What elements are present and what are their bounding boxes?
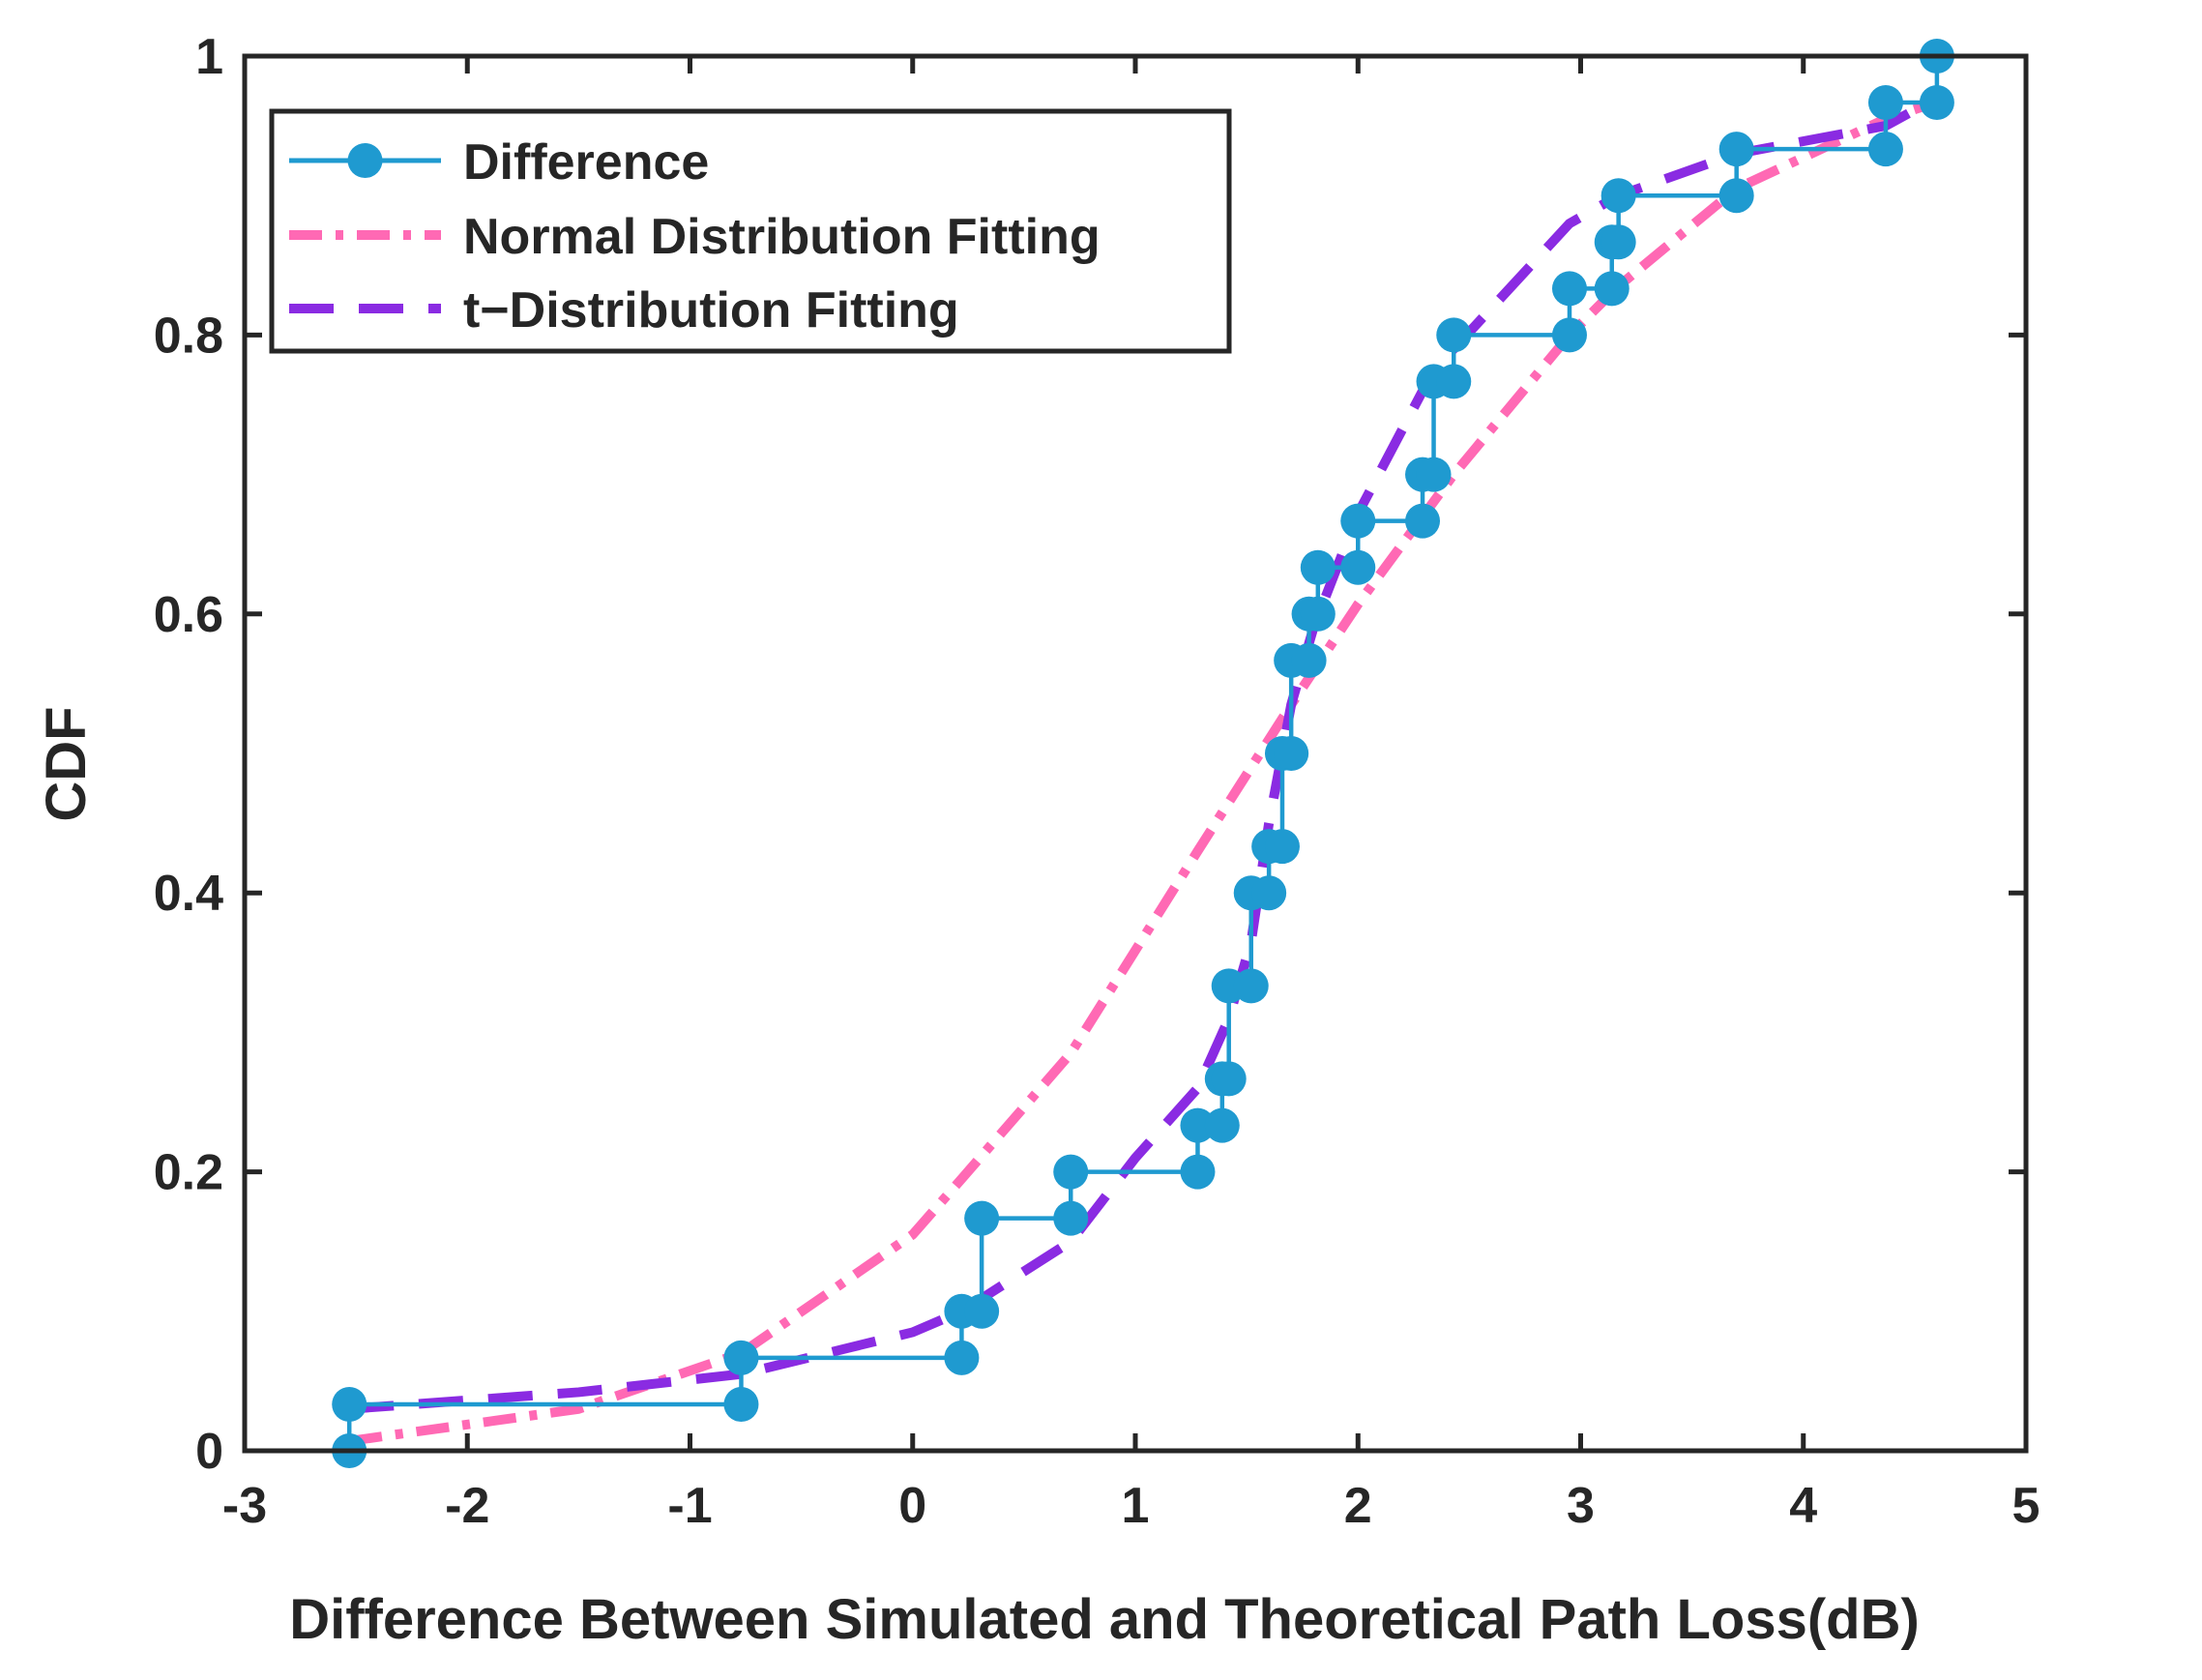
- difference-marker: [1551, 317, 1587, 353]
- axes-layer: -3 -2 -1 0 1 2 3 4 5 0 0.2 0.4 0.6 0.8 1: [154, 29, 2041, 1534]
- x-tick-label: 0: [898, 1478, 926, 1534]
- x-tick-label: 1: [1122, 1478, 1150, 1534]
- x-tick-label: 4: [1789, 1478, 1817, 1534]
- difference-marker: [1867, 85, 1903, 121]
- difference-marker: [1274, 736, 1309, 771]
- x-tick-label: -1: [667, 1478, 712, 1534]
- normal-fit-line: [348, 97, 1939, 1446]
- difference-marker: [723, 1386, 759, 1422]
- x-tick-label: -3: [222, 1478, 267, 1534]
- difference-marker: [1340, 549, 1376, 585]
- y-tick-label: 0.8: [154, 308, 223, 364]
- plot-layer: [332, 39, 1954, 1468]
- difference-marker: [1600, 178, 1636, 214]
- difference-marker: [1211, 1061, 1247, 1097]
- difference-marker: [1718, 178, 1754, 214]
- difference-marker: [964, 1293, 1000, 1329]
- difference-marker: [1919, 85, 1954, 121]
- x-tick-label: 2: [1344, 1478, 1372, 1534]
- x-tick-label: 3: [1567, 1478, 1595, 1534]
- difference-marker: [944, 1340, 980, 1375]
- difference-marker: [1300, 596, 1336, 632]
- difference-marker: [1436, 364, 1472, 399]
- difference-marker: [1405, 503, 1441, 539]
- x-tick-label: 5: [2012, 1478, 2041, 1534]
- difference-marker: [1416, 457, 1452, 492]
- difference-marker: [1436, 317, 1472, 353]
- legend-difference-marker: [347, 143, 383, 178]
- y-axis-label: CDF: [35, 706, 98, 821]
- difference-marker: [1340, 503, 1376, 539]
- difference-marker: [1594, 271, 1629, 307]
- difference-marker: [1300, 549, 1336, 585]
- difference-marker: [1233, 968, 1269, 1004]
- y-tick-label: 0.6: [154, 587, 223, 643]
- difference-marker: [723, 1340, 759, 1375]
- y-tick-label: 0.2: [154, 1145, 223, 1201]
- y-tick-label: 1: [195, 29, 223, 85]
- y-tick-label: 0: [195, 1424, 223, 1480]
- difference-marker: [1180, 1107, 1216, 1143]
- legend-label: t−Distribution Fitting: [463, 282, 959, 339]
- legend: Difference Normal Distribution Fitting t−D…: [269, 108, 1232, 354]
- difference-marker: [1551, 271, 1587, 307]
- x-tick-label: -2: [445, 1478, 489, 1534]
- difference-marker: [1053, 1154, 1089, 1190]
- difference-marker: [1251, 875, 1287, 911]
- difference-marker: [1718, 132, 1754, 167]
- difference-marker: [1291, 642, 1327, 678]
- difference-marker: [1264, 829, 1300, 865]
- difference-marker: [964, 1200, 1000, 1236]
- difference-marker: [1053, 1200, 1089, 1236]
- difference-marker: [1180, 1154, 1216, 1190]
- x-axis-label: Difference Between Simulated and Theoret…: [289, 1588, 1920, 1651]
- y-tick-label: 0.4: [154, 866, 223, 922]
- difference-marker: [332, 1386, 367, 1422]
- legend-label: Difference: [463, 134, 709, 191]
- t-fit-line: [348, 93, 1940, 1414]
- difference-marker: [1867, 132, 1903, 167]
- legend-label: Normal Distribution Fitting: [463, 209, 1101, 265]
- difference-marker: [1204, 1107, 1240, 1143]
- difference-marker: [1600, 224, 1636, 260]
